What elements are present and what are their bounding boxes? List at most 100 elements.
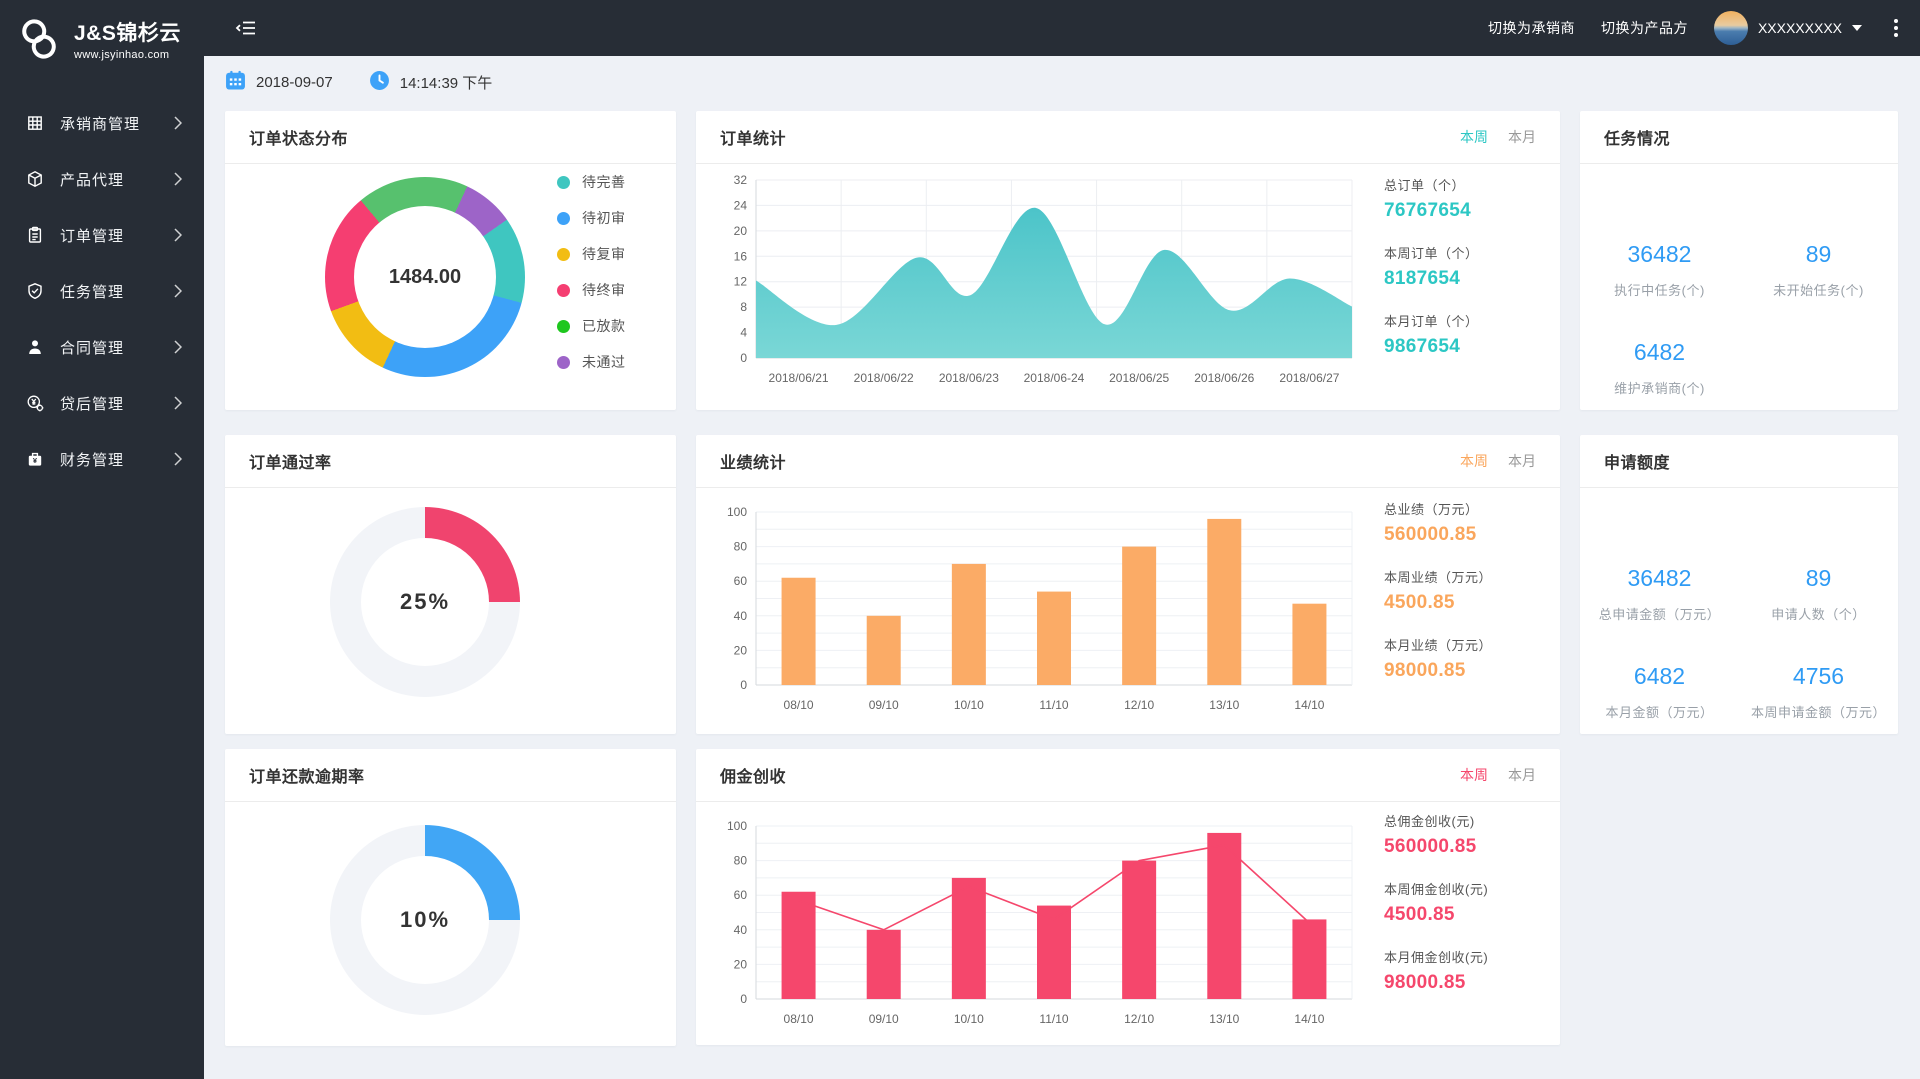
switch-underwriter-link[interactable]: 切换为承销商	[1487, 20, 1575, 36]
chevron-down-icon	[1852, 25, 1862, 31]
card-title: 佣金创收	[720, 769, 787, 786]
collapse-sidebar-icon[interactable]	[234, 18, 258, 38]
product-box-icon	[26, 170, 44, 188]
card-title: 业绩统计	[720, 455, 787, 472]
tab-week[interactable]: 本周	[1460, 129, 1488, 145]
svg-text:8: 8	[740, 300, 747, 314]
chevron-right-icon	[174, 172, 183, 191]
legend-item[interactable]: 待复审	[557, 243, 626, 265]
card-title: 订单通过率	[249, 455, 332, 472]
sidebar-item-underwriter[interactable]: 承销商管理	[0, 95, 204, 151]
svg-text:09/10: 09/10	[869, 1012, 899, 1026]
svg-text:20: 20	[734, 643, 748, 657]
commission-summary: 总佣金创收(元) 560000.85 本周佣金创收(元) 4500.85 本月佣…	[1384, 814, 1489, 993]
card-quota: 申请额度 36482 总申请金额（万元） 89 申请人数（个） 6482 本月金…	[1580, 435, 1898, 734]
card-title: 任务情况	[1604, 131, 1671, 148]
svg-text:2018/06/21: 2018/06/21	[769, 371, 829, 385]
svg-text:24: 24	[734, 198, 748, 212]
svg-text:11/10: 11/10	[1039, 698, 1068, 712]
svg-text:80: 80	[734, 540, 748, 554]
tab-month[interactable]: 本月	[1508, 129, 1536, 145]
brand-name: J&S锦杉云	[74, 22, 181, 45]
avatar[interactable]	[1713, 11, 1748, 45]
gauge-percent: 25%	[399, 589, 451, 614]
period-tabs: 本周 本月	[1460, 765, 1536, 785]
legend-dot	[557, 355, 570, 369]
sidebar-item-label: 合同管理	[60, 339, 125, 357]
commission-bar-chart: 0 20 40 60 80 100 08/10 09/10 10/10 11/10 12/10 13/…	[727, 819, 1353, 1026]
svg-text:12: 12	[734, 275, 748, 289]
svg-text:08/10: 08/10	[784, 1012, 814, 1026]
card-order-status: 订单状态分布 1484.00 待完善 待初审 待复审 待终审 已放款	[225, 111, 676, 410]
sidebar-item-label: 任务管理	[60, 283, 125, 301]
svg-text:2018/06/23: 2018/06/23	[939, 371, 999, 385]
card-performance: 业绩统计 本周 本月 0 20 40 60 80 100 08/10 09/10 10/10 11…	[696, 435, 1560, 734]
legend-item[interactable]: 待初审	[557, 207, 626, 229]
svg-text:12/10: 12/10	[1124, 1012, 1154, 1026]
card-pass-rate: 订单通过率 25%	[225, 435, 676, 734]
svg-text:60: 60	[734, 888, 748, 902]
sidebar-item-label: 财务管理	[60, 451, 125, 469]
chevron-right-icon	[174, 116, 183, 135]
legend-item[interactable]: 待终审	[557, 279, 626, 301]
svg-text:10/10: 10/10	[954, 698, 984, 712]
orders-area-chart: 0 4 8 12 16 20 24 32 2018/06/21 2018/06/22 2018/06…	[734, 173, 1353, 385]
topbar-actions: 切换为承销商 切换为产品方 XXXXXXXXX	[1488, 11, 1904, 45]
svg-text:40: 40	[734, 609, 748, 623]
sidebar-item-label: 贷后管理	[60, 395, 125, 413]
chevron-right-icon	[174, 284, 183, 303]
card-title: 订单还款逾期率	[249, 769, 365, 786]
chevron-right-icon	[174, 228, 183, 247]
svg-text:10/10: 10/10	[954, 1012, 984, 1026]
legend-item[interactable]: 已放款	[557, 315, 626, 337]
performance-bar-chart: 0 20 40 60 80 100 08/10 09/10 10/10 11/10 12/10 13/…	[727, 505, 1353, 712]
svg-text:60: 60	[734, 574, 748, 588]
sidebar-item-product[interactable]: 产品代理	[0, 151, 204, 207]
svg-text:20: 20	[734, 224, 748, 238]
current-time: 14:14:39 下午	[399, 75, 493, 92]
legend-item[interactable]: 未通过	[557, 351, 626, 373]
period-tabs: 本周 本月	[1460, 451, 1536, 471]
contract-person-icon	[26, 338, 44, 356]
sidebar-item-label: 产品代理	[60, 171, 125, 189]
sidebar-item-orders[interactable]: 订单管理	[0, 207, 204, 263]
task-shield-icon	[26, 282, 44, 300]
order-stats-summary: 总订单（个） 76767654 本周订单（个） 8187654 本月订单（个） …	[1384, 178, 1479, 357]
kebab-menu-icon[interactable]	[1888, 15, 1904, 41]
legend-item[interactable]: 待完善	[557, 171, 626, 193]
period-tabs: 本周 本月	[1460, 127, 1536, 147]
svg-text:¥: ¥	[33, 456, 38, 465]
datebar: 2018-09-07 14:14:39 下午	[225, 70, 492, 95]
svg-text:0: 0	[740, 678, 747, 692]
sidebar-item-finance[interactable]: ¥ 财务管理	[0, 431, 204, 487]
svg-text:32: 32	[734, 173, 748, 187]
sidebar-item-label: 承销商管理	[60, 115, 141, 133]
svg-text:11/10: 11/10	[1039, 1012, 1068, 1026]
user-menu[interactable]: XXXXXXXXX	[1713, 11, 1862, 45]
logo: J&S锦杉云 www.jsyinhao.com	[0, 0, 204, 69]
card-title: 申请额度	[1604, 455, 1671, 472]
svg-text:09/10: 09/10	[869, 698, 899, 712]
legend-dot	[557, 175, 570, 189]
svg-text:4: 4	[740, 326, 747, 340]
tab-week[interactable]: 本周	[1460, 453, 1488, 469]
switch-product-link[interactable]: 切换为产品方	[1600, 20, 1688, 36]
card-task-status: 任务情况 36482 执行中任务(个) 89 未开始任务(个) 6482 维护承…	[1580, 111, 1898, 410]
svg-text:2018/06-24: 2018/06-24	[1024, 371, 1085, 385]
quota-stats-row: 6482 本月金额（万元） 4756 本周申请金额（万元）	[1605, 663, 1886, 720]
tab-month[interactable]: 本月	[1508, 767, 1536, 783]
sidebar-item-contracts[interactable]: 合同管理	[0, 319, 204, 375]
tab-month[interactable]: 本月	[1508, 453, 1536, 469]
sidebar-item-postloan[interactable]: 贷后管理	[0, 375, 204, 431]
legend-dot	[557, 283, 570, 297]
brand-site: www.jsyinhao.com	[74, 49, 170, 61]
svg-text:13/10: 13/10	[1209, 1012, 1239, 1026]
tab-week[interactable]: 本周	[1460, 767, 1488, 783]
chevron-right-icon	[174, 340, 183, 359]
sidebar-item-tasks[interactable]: 任务管理	[0, 263, 204, 319]
svg-text:0: 0	[740, 992, 747, 1006]
building-icon	[26, 114, 44, 132]
svg-text:12/10: 12/10	[1124, 698, 1154, 712]
card-title: 订单状态分布	[249, 131, 349, 148]
